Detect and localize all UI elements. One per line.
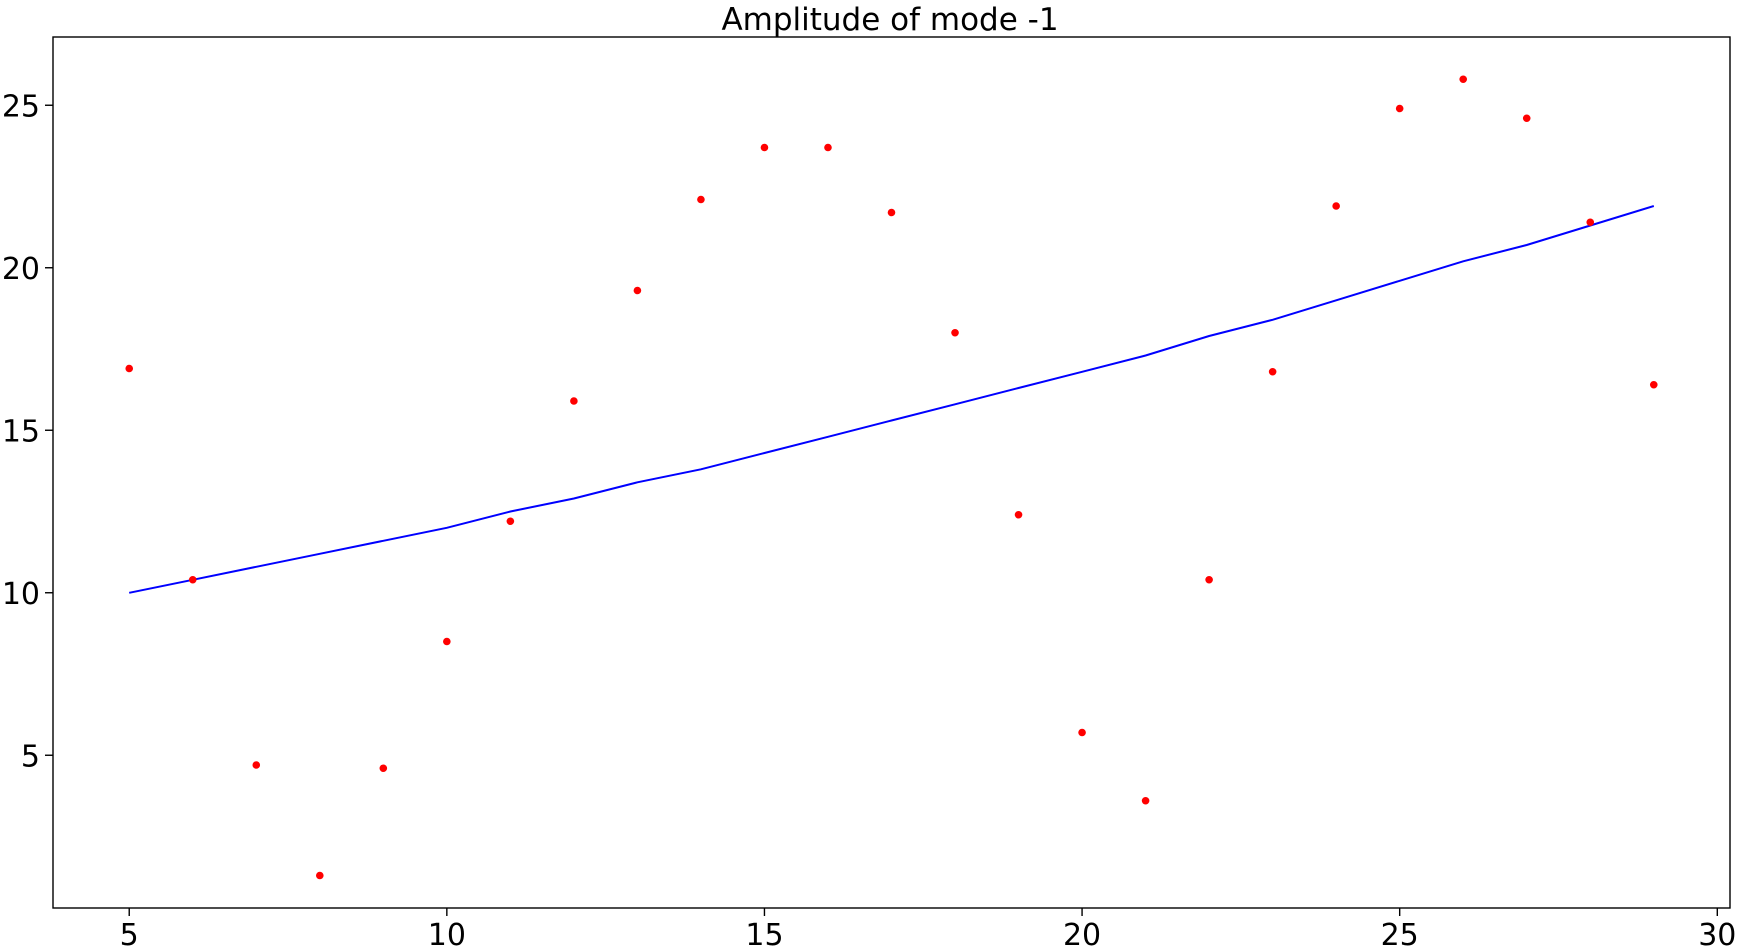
data-point xyxy=(125,364,134,373)
data-point xyxy=(1078,728,1086,737)
data-point xyxy=(824,143,832,152)
data-point xyxy=(1459,75,1468,84)
x-tick-label: 5 xyxy=(120,918,139,949)
data-point xyxy=(1395,104,1404,113)
data-point xyxy=(443,637,451,646)
y-axis: 5 10 15 20 25 xyxy=(2,89,53,774)
data-point xyxy=(697,195,705,204)
y-tick-label: 10 xyxy=(2,577,40,612)
data-point xyxy=(1649,380,1658,389)
data-point xyxy=(951,328,959,337)
data-point xyxy=(188,575,197,584)
data-point xyxy=(1268,367,1277,376)
x-tick-label: 10 xyxy=(428,918,466,949)
data-point xyxy=(1141,796,1150,805)
data-point xyxy=(570,397,578,405)
data-point xyxy=(633,286,642,295)
data-point xyxy=(379,764,388,773)
chart-title: Amplitude of mode -1 xyxy=(721,2,1058,38)
data-point xyxy=(1014,510,1023,519)
x-axis: 5 10 15 20 25 30 xyxy=(120,908,1736,949)
y-tick-label: 5 xyxy=(21,739,40,774)
fit-line xyxy=(128,205,1655,594)
data-point xyxy=(1522,114,1531,123)
x-tick-label: 30 xyxy=(1698,918,1736,949)
data-point xyxy=(252,761,261,769)
y-tick-label: 15 xyxy=(2,414,40,449)
data-point xyxy=(760,143,769,152)
data-point xyxy=(506,517,515,526)
y-tick-label: 25 xyxy=(2,89,40,124)
x-tick-label: 25 xyxy=(1381,918,1419,949)
x-tick-label: 20 xyxy=(1063,918,1101,949)
plot-frame xyxy=(52,36,1731,909)
y-tick-label: 20 xyxy=(2,252,40,287)
data-point xyxy=(1586,218,1595,227)
data-points xyxy=(125,75,1658,880)
x-tick-label: 15 xyxy=(745,918,783,949)
data-point xyxy=(1205,575,1213,584)
data-point xyxy=(887,208,896,217)
data-point xyxy=(1332,202,1340,210)
data-point xyxy=(315,871,324,880)
